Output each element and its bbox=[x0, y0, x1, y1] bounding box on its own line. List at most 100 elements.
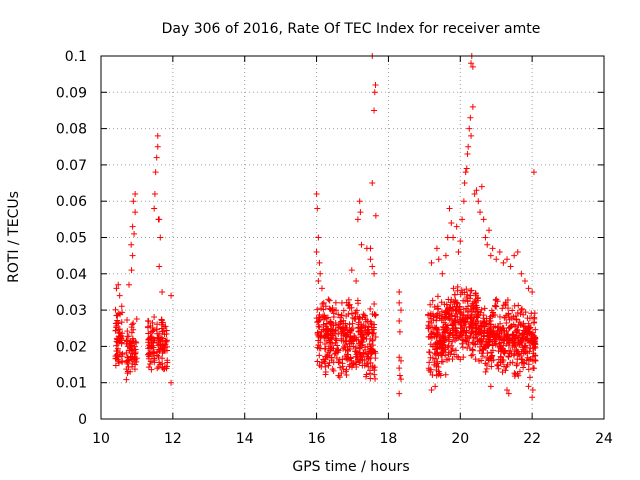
data-point bbox=[158, 316, 165, 323]
data-point bbox=[525, 322, 532, 329]
data-point bbox=[464, 297, 471, 304]
data-point bbox=[529, 329, 536, 336]
data-point bbox=[327, 320, 334, 327]
data-point bbox=[518, 338, 525, 345]
data-point bbox=[148, 366, 155, 373]
data-point bbox=[149, 335, 156, 342]
data-point bbox=[496, 249, 503, 256]
data-point bbox=[117, 311, 124, 318]
data-point bbox=[439, 270, 446, 277]
data-point bbox=[330, 314, 337, 321]
data-point bbox=[371, 371, 378, 378]
data-point bbox=[427, 301, 434, 308]
y-tick-label: 0.03 bbox=[56, 303, 87, 319]
data-point bbox=[343, 333, 350, 340]
y-tick-label: 0.1 bbox=[65, 49, 87, 65]
data-point bbox=[398, 307, 405, 314]
data-point bbox=[488, 307, 495, 314]
data-point bbox=[508, 315, 515, 322]
data-point bbox=[431, 304, 438, 311]
data-point bbox=[398, 357, 405, 364]
data-point bbox=[131, 230, 138, 237]
data-point bbox=[358, 325, 365, 332]
data-point bbox=[513, 327, 520, 334]
data-point bbox=[447, 350, 454, 357]
data-point bbox=[322, 363, 329, 370]
data-point bbox=[524, 330, 531, 337]
data-point bbox=[435, 305, 442, 312]
data-point bbox=[525, 383, 532, 390]
data-point bbox=[155, 353, 162, 360]
data-point bbox=[443, 314, 450, 321]
data-point bbox=[124, 360, 131, 367]
data-point bbox=[340, 307, 347, 314]
data-point bbox=[434, 293, 441, 300]
data-point bbox=[154, 132, 161, 139]
data-point bbox=[332, 335, 339, 342]
data-point bbox=[444, 234, 451, 241]
data-point bbox=[356, 198, 363, 205]
data-point bbox=[439, 342, 446, 349]
data-point bbox=[113, 285, 120, 292]
data-point bbox=[129, 223, 136, 230]
data-point bbox=[113, 335, 120, 342]
data-point bbox=[367, 245, 374, 252]
data-point bbox=[461, 180, 468, 187]
data-point bbox=[314, 205, 321, 212]
data-point bbox=[518, 348, 525, 355]
data-point bbox=[159, 342, 166, 349]
data-point bbox=[481, 305, 488, 312]
data-point bbox=[480, 333, 487, 340]
data-point bbox=[367, 345, 374, 352]
data-point bbox=[329, 366, 336, 373]
data-point bbox=[461, 289, 468, 296]
data-point bbox=[145, 350, 152, 357]
data-point bbox=[342, 368, 349, 375]
data-point bbox=[469, 63, 476, 70]
data-point bbox=[513, 346, 520, 353]
data-point bbox=[130, 356, 137, 363]
data-point bbox=[427, 333, 434, 340]
data-point bbox=[168, 379, 175, 386]
data-point bbox=[435, 363, 442, 370]
data-point bbox=[159, 321, 166, 328]
data-point bbox=[372, 355, 379, 362]
data-point bbox=[496, 313, 503, 320]
data-point bbox=[315, 278, 322, 285]
data-point bbox=[335, 324, 342, 331]
data-point bbox=[450, 334, 457, 341]
data-point bbox=[492, 302, 499, 309]
data-point bbox=[517, 310, 524, 317]
data-point bbox=[434, 349, 441, 356]
data-point bbox=[341, 329, 348, 336]
x-tick-label: 14 bbox=[236, 431, 254, 447]
data-point bbox=[323, 353, 330, 360]
data-point bbox=[157, 234, 164, 241]
data-point bbox=[498, 354, 505, 361]
data-point bbox=[150, 344, 157, 351]
data-point bbox=[316, 345, 323, 352]
data-point bbox=[529, 386, 536, 393]
data-point bbox=[428, 259, 435, 266]
data-point bbox=[433, 345, 440, 352]
data-point bbox=[313, 249, 320, 256]
data-point bbox=[513, 362, 520, 369]
data-point bbox=[433, 245, 440, 252]
data-point bbox=[434, 358, 441, 365]
data-point bbox=[527, 338, 534, 345]
data-point bbox=[499, 305, 506, 312]
data-point bbox=[334, 346, 341, 353]
data-point bbox=[332, 350, 339, 357]
data-point bbox=[359, 353, 366, 360]
data-point bbox=[468, 287, 475, 294]
data-point bbox=[365, 355, 372, 362]
data-point bbox=[465, 143, 472, 150]
data-point bbox=[157, 338, 164, 345]
data-point bbox=[133, 339, 140, 346]
data-point bbox=[325, 296, 332, 303]
data-point bbox=[521, 278, 528, 285]
data-point bbox=[434, 331, 441, 338]
data-point bbox=[509, 359, 516, 366]
data-point bbox=[476, 347, 483, 354]
data-point bbox=[519, 330, 526, 337]
